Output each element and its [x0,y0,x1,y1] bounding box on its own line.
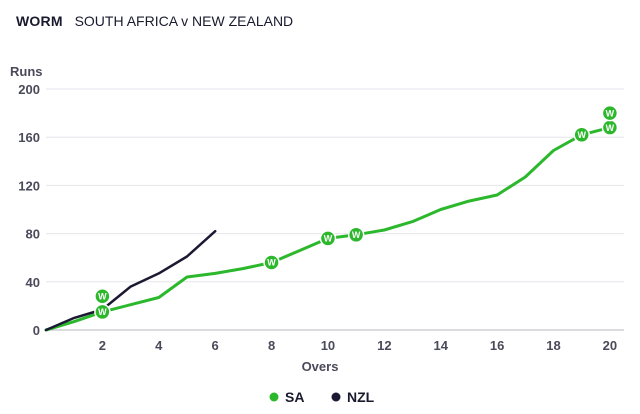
x-tick-labels: 2 4 6 8 10 12 14 16 18 20 [99,338,617,353]
wicket-marker[interactable]: W [601,104,619,122]
y-tick-labels: 0 40 80 120 160 200 [18,82,40,338]
legend-item-nzl[interactable]: NZL [331,389,375,405]
legend-label: NZL [347,389,375,405]
wicket-circle [347,226,365,244]
legend-swatch [331,392,341,402]
x-tick-label: 18 [546,338,560,353]
match-title: SOUTH AFRICA v NEW ZEALAND [74,13,294,29]
wicket-marker[interactable]: W [319,230,337,247]
x-tick-label: 14 [433,338,448,353]
x-tick-label: 10 [321,338,335,353]
x-tick-label: 8 [268,338,275,353]
wicket-label: W [577,130,586,140]
x-tick-label: 6 [212,338,219,353]
legend-item-sa[interactable]: SA [269,389,305,405]
wicket-label: W [98,307,107,317]
y-tick-label: 80 [26,227,40,242]
x-tick-label: 12 [377,338,391,353]
wicket-label: W [267,258,276,268]
wicket-label: W [606,123,615,133]
y-tick-label: 0 [33,323,40,338]
legend-label: SA [285,389,304,405]
y-tick-label: 200 [18,82,40,97]
grid-lines [46,88,624,331]
wicket-label: W [352,230,361,240]
wicket-marker[interactable]: W [347,226,365,244]
y-tick-label: 160 [18,130,40,145]
x-tick-label: 20 [603,338,617,353]
wicket-marker[interactable]: W [263,254,280,271]
y-tick-label: 120 [18,178,40,193]
wicket-marker[interactable]: W [94,303,111,321]
series-line-nzl [44,229,217,332]
wicket-marker[interactable]: W [601,119,619,136]
x-tick-label: 2 [99,338,106,353]
wicket-label: W [606,108,615,118]
wicket-label: W [98,291,107,301]
chart-header: WORM SOUTH AFRICA v NEW ZEALAND [16,13,293,29]
y-tick-label: 40 [26,275,40,290]
wicket-circle [601,104,619,122]
wicket-circle [319,230,337,247]
wicket-marker[interactable]: W [573,126,590,144]
legend-swatch [269,392,279,402]
legend: SA NZL [269,389,375,405]
wicket-label: W [324,234,333,244]
wicket-circle [573,126,590,144]
x-tick-label: 4 [155,338,163,353]
y-axis-label: Runs [10,64,43,79]
series-lines [44,126,612,332]
wicket-circle [94,288,111,305]
x-axis-label: Overs [302,359,339,374]
x-tick-label: 16 [490,338,504,353]
series-line-sa [44,126,612,332]
wicket-marker[interactable]: W [94,288,111,305]
wicket-circle [263,254,280,271]
chart-tag: WORM [16,13,63,29]
